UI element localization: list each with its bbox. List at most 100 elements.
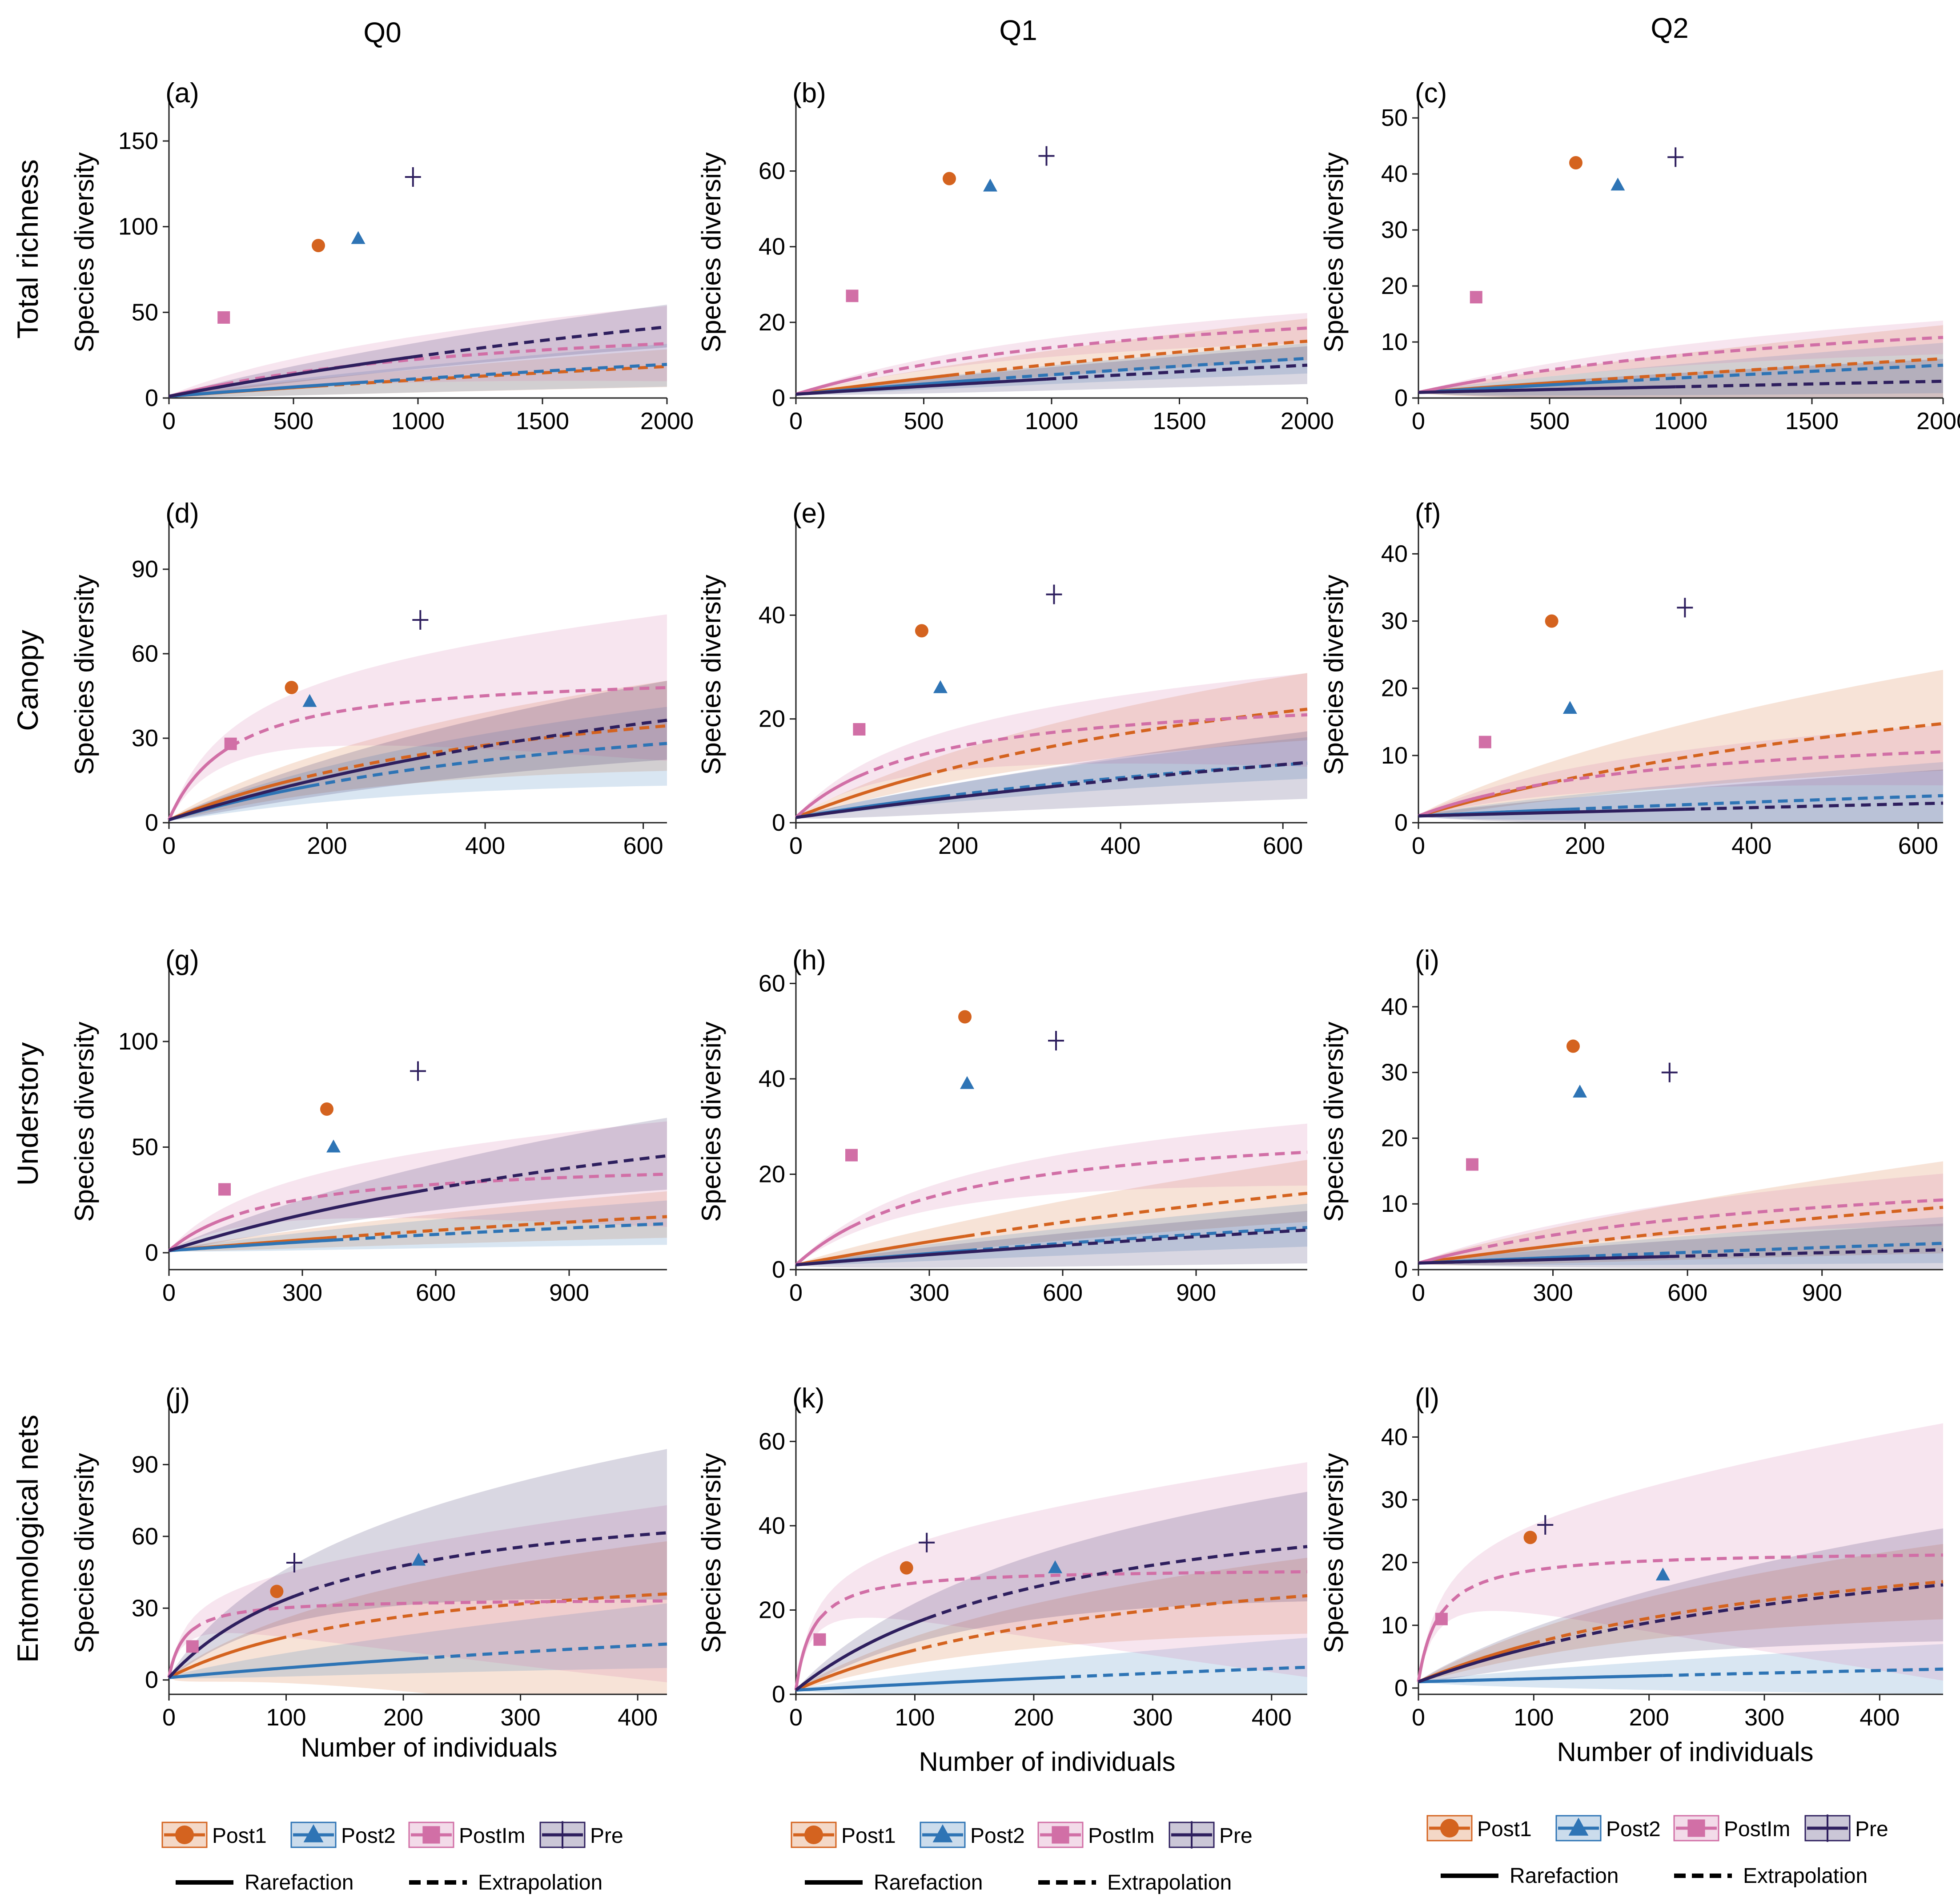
- extrapolation-line-post1: [291, 724, 667, 782]
- x-axis-title-q1: Number of individuals: [919, 1747, 1176, 1777]
- x-tick-label: 0: [1412, 1704, 1425, 1731]
- y-tick-label: 30: [132, 725, 158, 752]
- legend-label: Pre: [1855, 1818, 1888, 1841]
- y-tick-label: 20: [759, 1161, 785, 1187]
- extrapolation-line-postim: [859, 713, 1308, 778]
- y-tick-label: 150: [118, 128, 158, 154]
- legend-item-post1: Post1: [161, 1822, 267, 1848]
- axes: 0 200 400 600 0 10 20 30 40 Species diversity: [1319, 523, 1943, 859]
- x-tick-label: 400: [1252, 1704, 1292, 1731]
- series-lines: [794, 1545, 1308, 1692]
- rarefaction-line-pre: [795, 378, 1047, 396]
- x-tick-label: 300: [1744, 1704, 1784, 1731]
- legend-label: PostIm: [459, 1824, 525, 1848]
- x-tick-label: 300: [501, 1704, 541, 1731]
- y-tick-label: 60: [759, 158, 785, 185]
- y-tick-label: 30: [1381, 608, 1408, 635]
- legend-marker-pre: [551, 1821, 574, 1849]
- rarefaction-line-postim: [167, 1628, 193, 1678]
- series-lines: [795, 708, 1308, 819]
- observed-point-post2: [411, 1552, 426, 1566]
- rarefaction-line-postim: [1418, 794, 1486, 818]
- y-tick-label: 30: [1381, 217, 1408, 243]
- legend-label: Post2: [1606, 1818, 1661, 1841]
- observed-point-post2: [960, 1076, 974, 1089]
- extrapolation-line-pre: [420, 719, 667, 760]
- x-tick-label: 1000: [1654, 408, 1707, 434]
- observed-points: [1470, 147, 1684, 304]
- confidence-bands: [796, 313, 1307, 395]
- y-axis-title: Species diversity: [1319, 152, 1349, 352]
- extrapolation-line-post2: [1570, 794, 1944, 811]
- panel-label: (e): [792, 498, 826, 529]
- observed-point-postim: [853, 723, 866, 736]
- extrapolation-line-postim: [851, 1150, 1308, 1228]
- observed-point-pre: [919, 1532, 935, 1552]
- x-tick-label: 200: [1014, 1704, 1054, 1731]
- axes: 0 500 1000 1500 2000 0 10 20 30 40 50 Species diver…: [1319, 102, 1960, 434]
- axes: 0 100 200 300 400 0 10 20 30 40 Species diversity: [1319, 1407, 1943, 1731]
- band-post1: [1418, 670, 1943, 816]
- rarefaction-line-pre: [1418, 1642, 1546, 1684]
- x-tick-label: 2000: [1281, 408, 1334, 434]
- y-tick-label: 50: [132, 299, 158, 326]
- legend-marker-postim: [1052, 1826, 1069, 1844]
- axes: 0 500 1000 1500 2000 0 20 40 60 Species diversity: [696, 102, 1334, 434]
- extrapolation-line-post1: [1551, 722, 1944, 784]
- column-title-q1: Q1: [999, 14, 1037, 46]
- x-tick-label: 400: [1860, 1704, 1900, 1731]
- x-tick-label: 500: [1530, 408, 1570, 434]
- band-post1: [1418, 1161, 1943, 1266]
- band-postim: [1418, 1423, 1943, 1682]
- rarefaction-line-pre: [169, 355, 414, 398]
- axes: 0 300 600 900 0 20 40 60 Species diversity: [696, 969, 1307, 1306]
- legend-item-post1: Post1: [1426, 1815, 1532, 1842]
- x-tick-label: 1000: [1025, 408, 1078, 434]
- y-tick-label: 0: [1394, 1675, 1408, 1701]
- legend-label: Post1: [1477, 1818, 1532, 1841]
- legend-1: Post1 Post2 PostIm Pre Rarefaction Extrapolat…: [791, 1821, 1253, 1894]
- band-post2: [1418, 762, 1943, 823]
- rarefaction-line-post1: [1418, 1242, 1574, 1265]
- y-axis-title: Species diversity: [696, 152, 726, 352]
- y-tick-label: 20: [759, 1596, 785, 1623]
- y-tick-label: 0: [145, 1667, 158, 1693]
- x-tick-label: 1500: [1785, 408, 1839, 434]
- x-tick-label: 400: [465, 832, 505, 859]
- y-tick-label: 0: [772, 385, 785, 411]
- band-post1: [796, 1160, 1307, 1265]
- legend-line-types: Rarefaction Extrapolation: [805, 1871, 1232, 1894]
- panel-e: 0 200 400 600 0 20 40 Species diversity (e): [696, 498, 1308, 859]
- y-axis-title: Species diversity: [696, 575, 726, 775]
- x-axis-title-q2: Number of individuals: [1557, 1737, 1814, 1767]
- panel-b: 0 500 1000 1500 2000 0 20 40 60 Species diversity…: [696, 78, 1334, 434]
- x-tick-label: 0: [1412, 1279, 1425, 1306]
- rarefaction-line-pre: [795, 1617, 928, 1692]
- x-tick-label: 400: [1731, 832, 1771, 859]
- y-tick-label: 40: [1381, 1423, 1408, 1450]
- rarefaction-line-post2: [169, 1657, 419, 1679]
- legend-item-post1: Post1: [791, 1822, 896, 1848]
- observed-point-pre: [1046, 584, 1062, 604]
- panel-label: (l): [1415, 1383, 1439, 1414]
- observed-point-post1: [958, 1010, 972, 1024]
- legend-label: Post2: [341, 1824, 396, 1848]
- y-tick-label: 0: [772, 1681, 785, 1708]
- observed-point-postim: [1470, 291, 1482, 304]
- series-lines: [1418, 1198, 1944, 1265]
- observed-point-pre: [1667, 147, 1684, 167]
- x-tick-label: 0: [789, 832, 803, 859]
- rarefaction-line-post2: [795, 1676, 1056, 1692]
- observed-point-post1: [312, 239, 325, 253]
- y-tick-label: 0: [1394, 385, 1408, 411]
- observed-point-pre: [410, 1061, 426, 1081]
- legend-rarefaction-label: Rarefaction: [874, 1871, 983, 1894]
- observed-point-post1: [900, 1561, 913, 1575]
- x-tick-label: 600: [1263, 832, 1303, 859]
- y-tick-label: 30: [1381, 1487, 1408, 1513]
- legend-rarefaction-label: Rarefaction: [245, 1871, 353, 1894]
- rarefaction-line-pre: [795, 1244, 1056, 1267]
- rarefaction-line-pre: [168, 756, 421, 822]
- band-postim: [169, 614, 667, 820]
- extrapolation-line-post1: [276, 1592, 667, 1641]
